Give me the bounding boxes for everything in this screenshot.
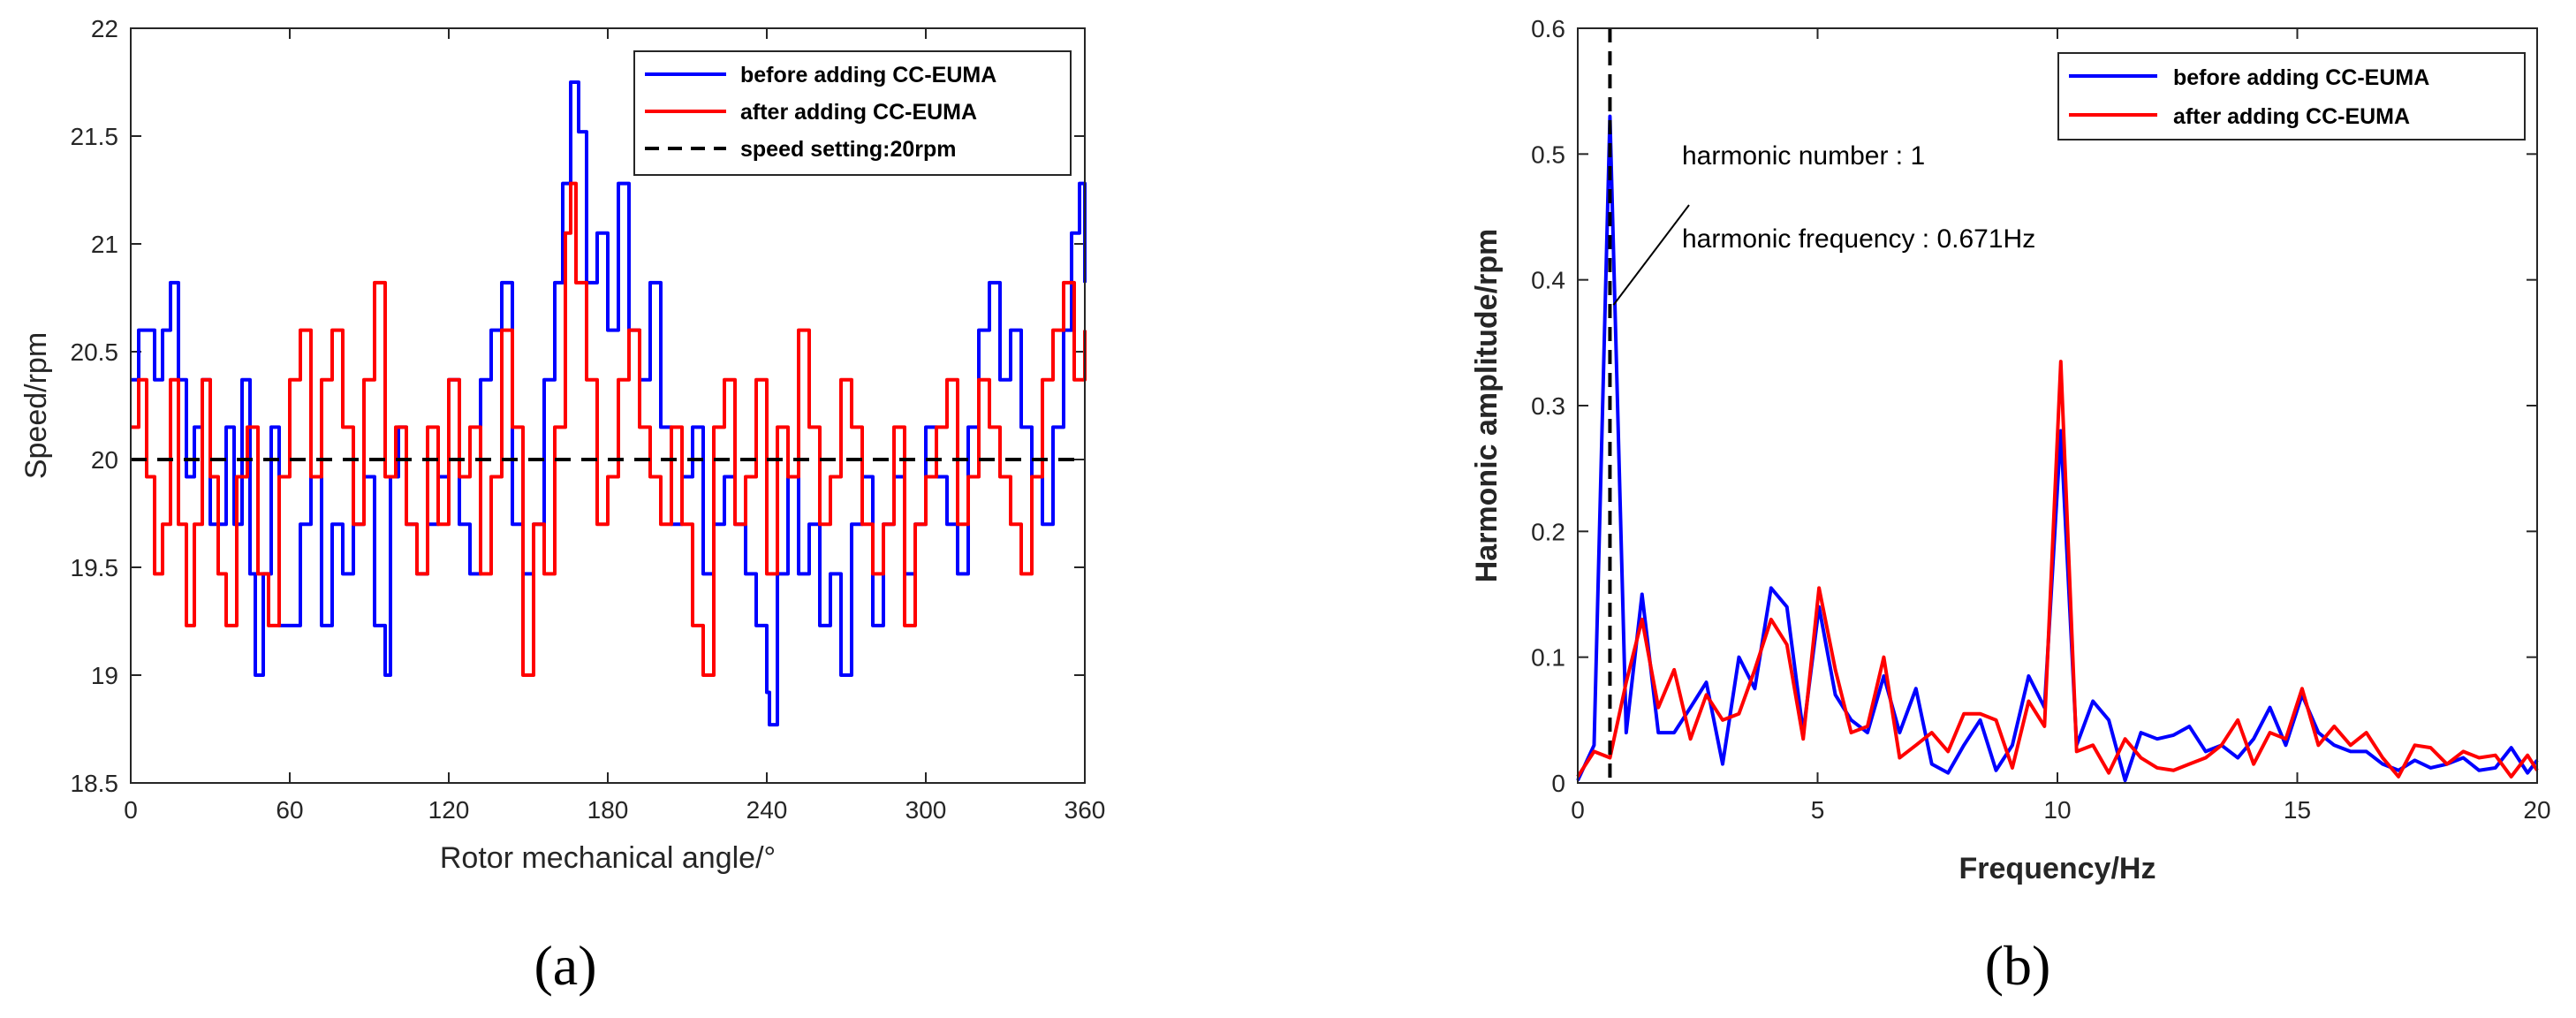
- chart-a: 0 60 120 180 240 300 360 18.5 19 19.5 20 20.5 21 21.…: [19, 15, 1105, 997]
- x-tick-label: 0: [1571, 796, 1585, 824]
- y-tick-label: 0.4: [1531, 267, 1565, 294]
- chart-b-axes-box: [1577, 27, 2538, 784]
- chart-b-ylabel: Harmonic amplitude/rpm: [1470, 229, 1504, 583]
- chart-b-y-tick-labels: 0 0.1 0.2 0.3 0.4 0.5 0.6: [1531, 15, 1565, 797]
- y-tick-label: 0.3: [1531, 392, 1565, 420]
- x-tick-label: 180: [587, 796, 629, 824]
- chart-a-y-tick-labels: 18.5 19 19.5 20 20.5 21 21.5 22: [71, 15, 119, 797]
- x-tick-label: 240: [746, 796, 788, 824]
- y-tick-label: 0.5: [1531, 141, 1565, 168]
- chart-a-ylabel: Speed/rpm: [19, 332, 53, 479]
- chart-b-annotation-line2: harmonic frequency : 0.671Hz: [1682, 224, 2035, 254]
- x-tick-label: 300: [905, 796, 947, 824]
- x-tick-label: 60: [276, 796, 303, 824]
- y-tick-label: 19: [91, 662, 118, 689]
- y-tick-label: 0: [1551, 770, 1565, 797]
- chart-b-annotation-leader: [1612, 204, 1690, 306]
- series-line-before: [1576, 114, 2539, 783]
- y-tick-label: 0.1: [1531, 644, 1565, 672]
- x-tick-label: 20: [2523, 796, 2550, 824]
- y-tick-label: 19.5: [71, 554, 119, 581]
- chart-b-xlabel: Frequency/Hz: [1959, 852, 2156, 885]
- y-tick-label: 20.5: [71, 338, 119, 366]
- chart-a-axes-box: [130, 27, 1086, 784]
- chart-a-legend: before adding CC-EUMA after adding CC-EU…: [633, 50, 1072, 176]
- panel-label-a: (a): [534, 934, 596, 997]
- chart-a-legend-label-before: before adding CC-EUMA: [740, 63, 996, 87]
- x-tick-label: 5: [1811, 796, 1825, 824]
- chart-b-series: [1576, 28, 2539, 783]
- chart-b-x-tick-labels: 0 5 10 15 20: [1571, 796, 2550, 824]
- chart-b: 0 5 10 15 20 0 0.1 0.2 0.3 0.4 0.5 0.6 Frequency/H…: [1470, 15, 2551, 997]
- chart-a-legend-label-setting: speed setting:20rpm: [740, 137, 957, 162]
- y-tick-label: 21: [91, 231, 118, 258]
- y-tick-label: 21.5: [71, 123, 119, 150]
- x-tick-label: 120: [428, 796, 470, 824]
- chart-b-legend-label-after: after adding CC-EUMA: [2173, 104, 2410, 129]
- chart-a-legend-label-after: after adding CC-EUMA: [740, 100, 977, 125]
- y-tick-label: 20: [91, 446, 118, 474]
- x-tick-label: 0: [124, 796, 138, 824]
- y-tick-label: 22: [91, 15, 118, 42]
- chart-b-legend-label-before: before adding CC-EUMA: [2173, 65, 2429, 90]
- x-tick-label: 10: [2043, 796, 2071, 824]
- series-line-after: [131, 181, 1087, 677]
- chart-a-xlabel: Rotor mechanical angle/°: [440, 841, 776, 875]
- panel-label-b: (b): [1985, 934, 2051, 997]
- chart-b-annotation-line1: harmonic number : 1: [1682, 141, 1925, 171]
- x-tick-label: 15: [2284, 796, 2311, 824]
- y-tick-label: 0.2: [1531, 518, 1565, 545]
- chart-a-series: [131, 80, 1087, 727]
- y-tick-label: 0.6: [1531, 15, 1565, 42]
- x-tick-label: 360: [1064, 796, 1106, 824]
- series-line-after: [1576, 360, 2539, 779]
- chart-a-x-tick-labels: 0 60 120 180 240 300 360: [124, 796, 1105, 824]
- y-tick-label: 18.5: [71, 770, 119, 797]
- chart-b-legend: before adding CC-EUMA after adding CC-EU…: [2057, 52, 2526, 141]
- chart-b-legend-box: [2057, 52, 2526, 141]
